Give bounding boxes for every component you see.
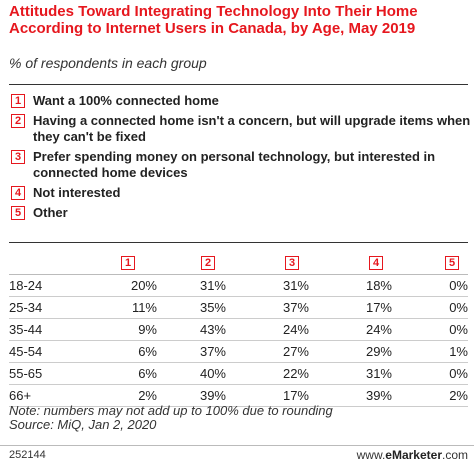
divider-top (9, 84, 468, 85)
table-cell: 37% (199, 344, 226, 359)
divider-table (9, 242, 468, 243)
table-row: 66+ 2% 39% 17% 39% 2% (9, 385, 468, 407)
legend-number-box: 2 (11, 114, 25, 128)
table-cell: 0% (449, 366, 468, 381)
legend-item-2: 2 Having a connected home isn't a concer… (11, 113, 471, 145)
table-cell: 17% (282, 388, 309, 403)
table-cell: 1% (449, 344, 468, 359)
table-cell: 0% (449, 322, 468, 337)
legend-item-3: 3 Prefer spending money on personal tech… (11, 149, 471, 181)
table-cell: 9% (138, 322, 157, 337)
table-body: 18-24 20% 31% 31% 18% 0% 25-34 11% 35% 37% 17% 0% 35… (9, 275, 468, 407)
table-cell: 31% (365, 366, 392, 381)
chart-title: Attitudes Toward Integrating Technology … (9, 3, 418, 37)
table-cell: 31% (199, 278, 226, 293)
table-cell: 29% (365, 344, 392, 359)
row-label: 35-44 (9, 322, 43, 337)
table-row: 55-65 6% 40% 22% 31% 0% (9, 363, 468, 385)
table-cell: 17% (365, 300, 392, 315)
table-cell: 20% (130, 278, 157, 293)
table-row: 35-44 9% 43% 24% 24% 0% (9, 319, 468, 341)
table-cell: 24% (282, 322, 309, 337)
table-cell: 18% (365, 278, 392, 293)
brand-logo: www.eMarketer.com (357, 448, 468, 462)
table-cell: 31% (282, 278, 309, 293)
table-header: 1 2 3 4 5 (9, 252, 468, 275)
footer: 252144 www.eMarketer.com (0, 445, 474, 465)
legend-item-4: 4 Not interested (11, 185, 471, 201)
row-label: 18-24 (9, 278, 43, 293)
brand-suffix: .com (441, 448, 468, 462)
column-header-2: 2 (201, 256, 215, 270)
legend-number-box: 3 (11, 150, 25, 164)
chart-notes: Note: numbers may not add up to 100% due… (9, 404, 333, 432)
column-header-3: 3 (285, 256, 299, 270)
chart-id: 252144 (9, 449, 46, 461)
row-label: 25-34 (9, 300, 43, 315)
column-header-5: 5 (445, 256, 459, 270)
table-cell: 11% (131, 300, 157, 315)
table-cell: 6% (138, 366, 157, 381)
brand-prefix: www. (356, 448, 386, 462)
table-cell: 22% (282, 366, 309, 381)
legend: 1 Want a 100% connected home 2 Having a … (11, 93, 471, 225)
table-cell: 40% (199, 366, 226, 381)
legend-label: Other (33, 205, 68, 220)
table-cell: 24% (365, 322, 392, 337)
table-cell: 37% (282, 300, 309, 315)
row-label: 55-65 (9, 366, 43, 381)
table-cell: 6% (138, 344, 157, 359)
column-header-4: 4 (369, 256, 383, 270)
data-table: 1 2 3 4 5 18-24 20% 31% 31% 18% 0% 25-34 11% 35% 37% 1… (9, 252, 468, 407)
table-cell: 2% (449, 388, 468, 403)
table-cell: 2% (138, 388, 157, 403)
legend-label: Having a connected home isn't a concern,… (33, 113, 471, 144)
table-row: 25-34 11% 35% 37% 17% 0% (9, 297, 468, 319)
legend-number-box: 4 (11, 186, 25, 200)
chart-subtitle: % of respondents in each group (9, 55, 207, 71)
table-cell: 39% (365, 388, 392, 403)
note-text: Note: numbers may not add up to 100% due… (9, 403, 333, 418)
table-cell: 39% (199, 388, 226, 403)
table-cell: 35% (199, 300, 226, 315)
legend-number-box: 1 (11, 94, 25, 108)
table-row: 18-24 20% 31% 31% 18% 0% (9, 275, 468, 297)
table-row: 45-54 6% 37% 27% 29% 1% (9, 341, 468, 363)
table-cell: 0% (449, 278, 468, 293)
column-header-1: 1 (121, 256, 135, 270)
legend-number-box: 5 (11, 206, 25, 220)
table-cell: 27% (282, 344, 309, 359)
legend-label: Not interested (33, 185, 121, 200)
legend-label: Prefer spending money on personal techno… (33, 149, 436, 180)
source-text: Source: MiQ, Jan 2, 2020 (9, 417, 157, 432)
legend-label: Want a 100% connected home (33, 93, 219, 108)
legend-item-1: 1 Want a 100% connected home (11, 93, 471, 109)
legend-item-5: 5 Other (11, 205, 471, 221)
table-cell: 0% (449, 300, 468, 315)
row-label: 45-54 (9, 344, 43, 359)
table-cell: 43% (199, 322, 226, 337)
row-label: 66+ (9, 388, 32, 403)
brand-name: eMarketer (385, 448, 442, 462)
